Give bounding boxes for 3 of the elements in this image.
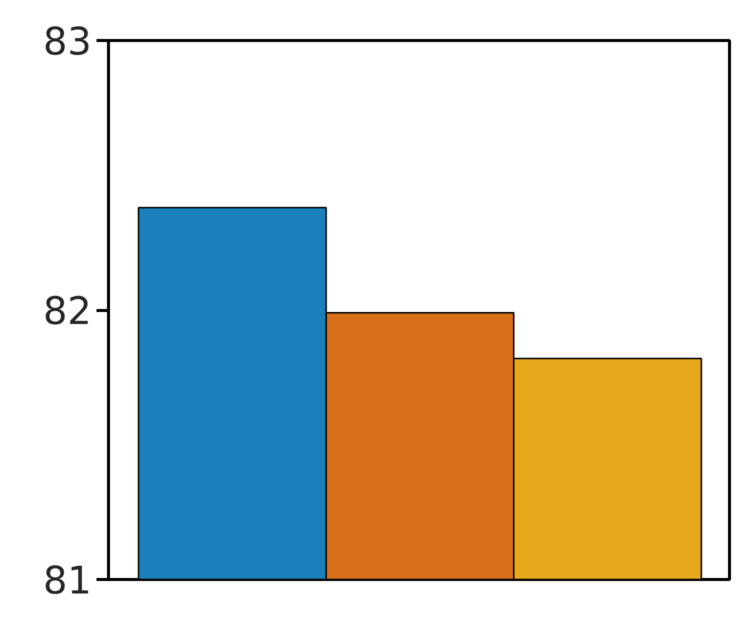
y-tick-label: 81 (43, 558, 92, 602)
y-tick-label: 82 (43, 289, 92, 333)
y-tick-label: 83 (43, 20, 92, 64)
